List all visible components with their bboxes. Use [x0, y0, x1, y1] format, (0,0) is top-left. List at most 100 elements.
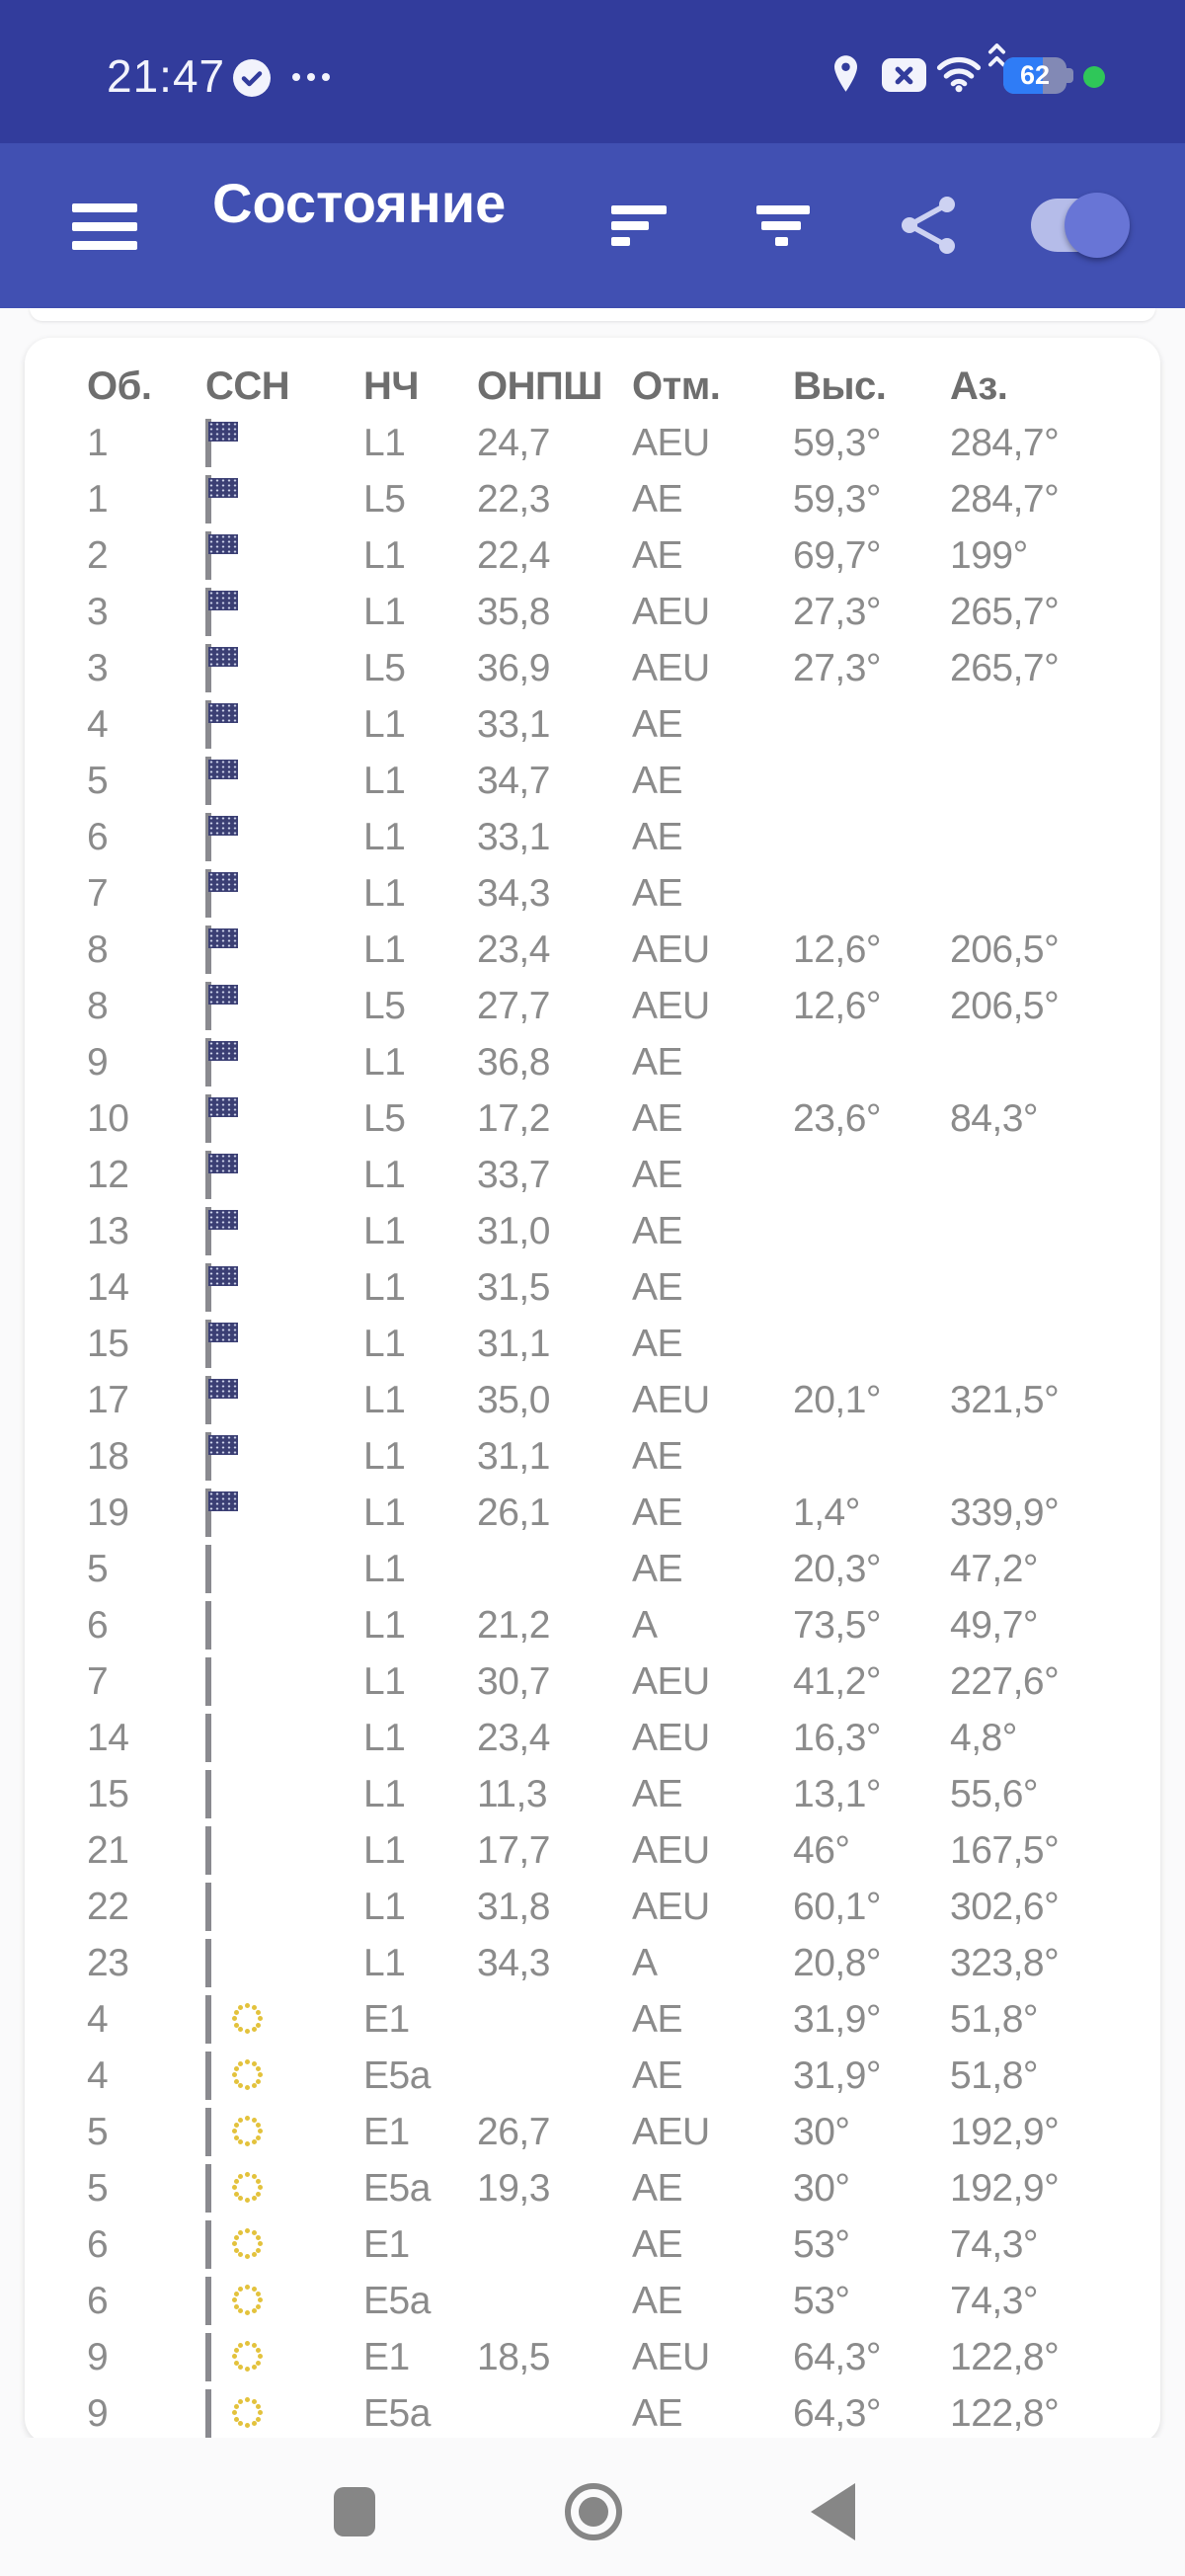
filter-button[interactable] — [756, 205, 812, 246]
status-flags: AEU — [632, 1716, 710, 1759]
snr-value: 31,0 — [477, 1209, 550, 1252]
table-row: 22 L1 31,8 AEU 60,1° 302,6° — [87, 1879, 1146, 1935]
constellation-cell — [205, 2051, 363, 2100]
table-row: 5 E5a 19,3 AE 30° 192,9° — [87, 2160, 1146, 2216]
satellite-number: 7 — [87, 1659, 109, 1703]
home-button[interactable] — [565, 2483, 622, 2540]
constellation-cell — [205, 2107, 363, 2156]
constellation-cell — [205, 1150, 363, 1199]
status-flags: AE — [632, 2053, 683, 2097]
elevation-value: 73,5° — [793, 1603, 882, 1647]
us-flag-icon — [205, 699, 211, 749]
wifi-icon — [936, 55, 982, 98]
table-row: 8 L5 27,7 AEU 12,6° 206,5° — [87, 978, 1146, 1034]
status-flags: AE — [632, 815, 683, 858]
menu-button[interactable] — [72, 203, 137, 250]
us-flag-icon — [205, 981, 211, 1030]
frequency-band: L1 — [363, 1603, 406, 1647]
previous-card-bottom-edge — [30, 308, 1155, 321]
snr-value: 35,8 — [477, 590, 550, 633]
frequency-band: L1 — [363, 815, 406, 858]
ru-flag-icon — [205, 1656, 211, 1706]
constellation-cell — [205, 418, 363, 467]
eu-flag-icon — [205, 1994, 211, 2044]
app-bar: Состояние — [0, 143, 1185, 308]
snr-value: 36,9 — [477, 646, 550, 689]
status-flags: AEU — [632, 646, 710, 689]
header-elevation: Выс. — [793, 363, 887, 408]
satellite-number: 5 — [87, 1547, 109, 1590]
azimuth-value: 167,5° — [950, 1828, 1060, 1872]
recents-button[interactable] — [334, 2487, 375, 2536]
table-row: 13 L1 31,0 AE — [87, 1203, 1146, 1259]
table-row: 10 L5 17,2 AE 23,6° 84,3° — [87, 1090, 1146, 1147]
frequency-band: L5 — [363, 477, 406, 521]
share-button[interactable] — [897, 194, 960, 257]
table-row: 21 L1 17,7 AEU 46° 167,5° — [87, 1822, 1146, 1879]
frequency-band: L1 — [363, 1716, 406, 1759]
satellite-number: 23 — [87, 1941, 129, 1984]
constellation-cell — [205, 1488, 363, 1537]
header-system: ССН — [205, 363, 290, 408]
constellation-cell — [205, 1713, 363, 1762]
table-row: 1 L5 22,3 AE 59,3° 284,7° — [87, 471, 1146, 527]
snr-value: 17,7 — [477, 1828, 550, 1872]
ru-flag-icon — [205, 1938, 211, 1987]
azimuth-value: 323,8° — [950, 1941, 1060, 1984]
eu-flag-icon — [205, 2332, 211, 2381]
constellation-cell — [205, 1093, 363, 1143]
constellation-cell — [205, 981, 363, 1030]
table-row: 14 L1 31,5 AE — [87, 1259, 1146, 1316]
table-row: 4 L1 33,1 AE — [87, 696, 1146, 753]
elevation-value: 53° — [793, 2279, 850, 2322]
status-flags: AEU — [632, 2335, 710, 2378]
constellation-cell — [205, 1882, 363, 1931]
elevation-value: 16,3° — [793, 1716, 882, 1759]
constellation-cell — [205, 1375, 363, 1424]
constellation-cell — [205, 812, 363, 861]
us-flag-icon — [205, 1037, 211, 1087]
frequency-band: E1 — [363, 2335, 410, 2378]
table-row: 7 L1 30,7 AEU 41,2° 227,6° — [87, 1653, 1146, 1710]
satellite-number: 7 — [87, 871, 109, 915]
status-flags: AE — [632, 1997, 683, 2041]
frequency-band: E5a — [363, 2279, 431, 2322]
table-row: 9 L1 36,8 AE — [87, 1034, 1146, 1090]
status-flags: AE — [632, 759, 683, 802]
frequency-band: L1 — [363, 421, 406, 464]
toggle-thumb — [1065, 193, 1130, 258]
frequency-band: L1 — [363, 1659, 406, 1703]
snr-value: 23,4 — [477, 927, 550, 971]
table-row: 9 E1 18,5 AEU 64,3° 122,8° — [87, 2329, 1146, 2385]
clock: 21:47 — [107, 50, 226, 102]
snr-value: 21,2 — [477, 1603, 550, 1647]
constellation-cell — [205, 925, 363, 974]
eu-flag-icon — [205, 2276, 211, 2325]
satellite-number: 5 — [87, 759, 109, 802]
frequency-band: E5a — [363, 2166, 431, 2210]
elevation-value: 20,3° — [793, 1547, 882, 1590]
satellite-number: 6 — [87, 815, 109, 858]
eu-flag-icon — [205, 2107, 211, 2156]
frequency-band: L1 — [363, 1209, 406, 1252]
sort-button[interactable] — [611, 205, 667, 246]
snr-value: 26,7 — [477, 2110, 550, 2153]
azimuth-value: 265,7° — [950, 646, 1060, 689]
power-toggle[interactable] — [1031, 193, 1130, 258]
ru-flag-icon — [205, 1544, 211, 1593]
satellite-number: 14 — [87, 1265, 129, 1309]
status-flags: AEU — [632, 1828, 710, 1872]
us-flag-icon — [205, 643, 211, 692]
constellation-cell — [205, 2219, 363, 2269]
table-row: 5 L1 34,7 AE — [87, 753, 1146, 809]
snr-value: 22,3 — [477, 477, 550, 521]
satellite-table-card[interactable]: Об. ССН НЧ ОНПШ Отм. Выс. Аз. 1 L1 24,7 … — [25, 338, 1160, 2444]
satellite-number: 15 — [87, 1772, 129, 1815]
status-flags: AEU — [632, 1378, 710, 1421]
header-snr: ОНПШ — [477, 363, 602, 408]
status-flags: AE — [632, 1547, 683, 1590]
status-flags: AEU — [632, 984, 710, 1027]
back-button[interactable] — [811, 2483, 855, 2540]
us-flag-icon — [205, 756, 211, 805]
azimuth-value: 49,7° — [950, 1603, 1039, 1647]
